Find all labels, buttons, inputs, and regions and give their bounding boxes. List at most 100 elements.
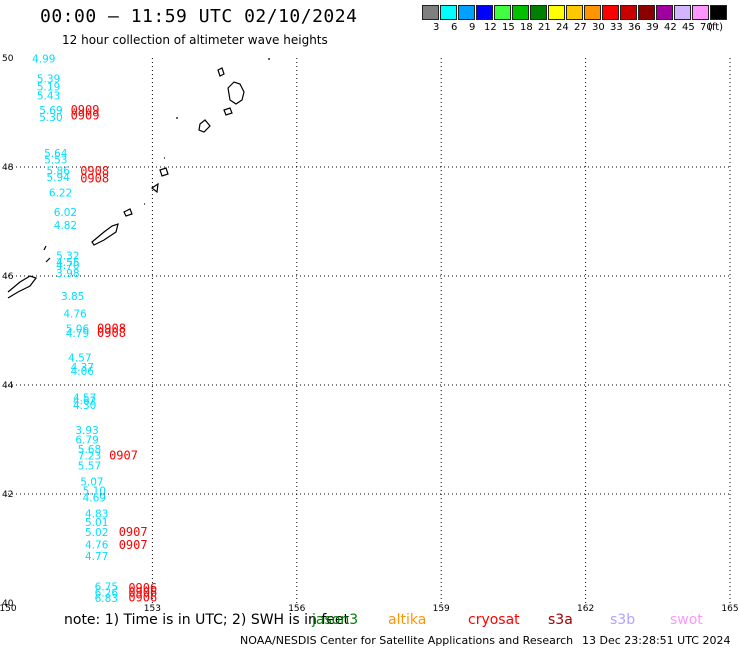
scale-swatch [530,5,547,20]
swh-value: 4.37 [71,362,94,374]
swh-value: 4.57 [68,353,91,365]
scale-swatch [638,5,655,20]
swh-value: 5.69 [39,105,62,117]
coastline-sakhalin-south [227,81,245,105]
swh-value: 4.30 [73,400,96,412]
y-tick-label: 50 [2,54,14,64]
scale-swatch [566,5,583,20]
coastline-islet [217,67,225,77]
swh-value: 6.22 [49,187,72,199]
time-label: 0908 [97,326,126,340]
swh-value: 5.19 [37,82,60,94]
chart-title: 00:00 – 11:59 UTC 02/10/2024 [40,6,358,27]
time-label: 0908 [97,322,126,336]
swh-value: 4.57 [73,392,96,404]
scale-swatch [620,5,637,20]
scale-label: 70 [700,22,713,33]
scale-swatch [710,5,727,20]
satellite-swot: swot [670,612,703,628]
swh-value: 6.79 [75,434,98,446]
time-label: 0906 [128,585,157,599]
swh-value: 7.23 [78,451,101,463]
scale-label: 24 [556,22,569,33]
swh-value: 4.99 [32,53,55,65]
swh-value: 5.43 [37,90,60,102]
scale-label: 42 [664,22,677,33]
coastline [7,58,270,299]
satellite-s3a: s3a [548,612,573,628]
footer-note: note: 1) Time is in UTC; 2) SWH is in fe… [64,612,350,628]
scale-label: 39 [646,22,659,33]
swh-value: 6.26 [95,587,119,599]
swh-value: 5.53 [44,155,67,167]
x-tick-label: 153 [144,604,161,614]
scale-label: 27 [574,22,587,33]
swh-value: 4.69 [83,493,106,505]
y-tick-label: 42 [2,490,13,500]
time-label: 0909 [71,103,100,117]
scale-swatch [440,5,457,20]
time-label: 0906 [128,590,157,604]
scale-swatch [656,5,673,20]
time-label: 0908 [80,164,109,178]
satellite-cryosat: cryosat [468,612,520,628]
scale-swatch [602,5,619,20]
scale-label: 3 [433,22,440,33]
axis-labels: 150 153 156 159 162 165 40 42 44 46 48 50 [0,54,739,614]
scale-label: 30 [592,22,605,33]
swh-value: 6.02 [54,207,77,219]
x-tick-label: 150 [0,604,17,614]
swh-values: 4.99 5.395.195.43 5.695.30 5.645.535.865.94… [32,53,118,605]
scale-swatch [512,5,529,20]
coastline-kuril-7 [91,223,119,246]
y-tick-label: 44 [2,381,14,391]
coastline-hokkaido [7,275,37,299]
scale-label: 9 [469,22,476,33]
coastline-kuril-4 [159,167,169,177]
swh-value: 5.10 [83,486,106,498]
scale-swatch [476,5,493,20]
swh-value: 6.83 [95,593,118,605]
coastline-kuril-6 [123,208,133,217]
time-labels: 0909090909080908090809080907090709070906… [71,103,158,604]
time-label: 0909 [71,109,100,123]
scale-label: 45 [682,22,695,33]
swh-value: 5.94 [47,172,71,184]
scale-swatch [494,5,511,20]
swh-value: 4.62 [73,396,96,408]
scale-swatch [422,5,439,20]
swh-value: 5.39 [37,74,60,86]
grid [8,58,731,603]
scale-label: 6 [451,22,458,33]
swh-value: 5.68 [78,444,101,456]
swh-value: 4.79 [66,328,89,340]
scale-unit-label: (ft) [708,22,724,33]
coastline-kuril-1 [223,107,233,116]
swh-value: 5.57 [78,460,101,472]
y-tick-label: 40 [2,599,14,609]
x-tick-label: 165 [721,604,738,614]
swh-value: 4.83 [85,508,108,520]
scale-swatch [584,5,601,20]
time-label: 0908 [80,171,109,185]
scale-swatch [458,5,475,20]
swh-value: 5.07 [80,476,103,488]
color-scale-legend: 3 6 9 12 15 18 21 24 27 30 33 36 39 42 45 70 (ft) [422,5,728,37]
coastline-kuril-8 [43,245,51,263]
chart-subtitle: 12 hour collection of altimeter wave hei… [62,33,328,47]
time-label: 0907 [109,449,138,463]
scale-label: 36 [628,22,641,33]
swh-value: 5.01 [85,517,108,529]
scale-label: 15 [502,22,515,33]
swh-value: 5.64 [44,148,68,160]
swh-value: 3.98 [56,268,79,280]
credit-line: NOAA/NESDIS Center for Satellite Applica… [240,634,574,647]
swh-value: 4.76 [85,540,109,552]
swh-value: 4.70 [56,260,79,272]
swh-value: 5.32 [56,251,79,263]
satellite-altika: altika [388,612,427,628]
swh-value: 4.06 [71,366,95,378]
satellite-s3b: s3b [610,612,636,628]
swh-value: 6.75 [95,581,118,593]
coastline-dot [144,58,270,205]
